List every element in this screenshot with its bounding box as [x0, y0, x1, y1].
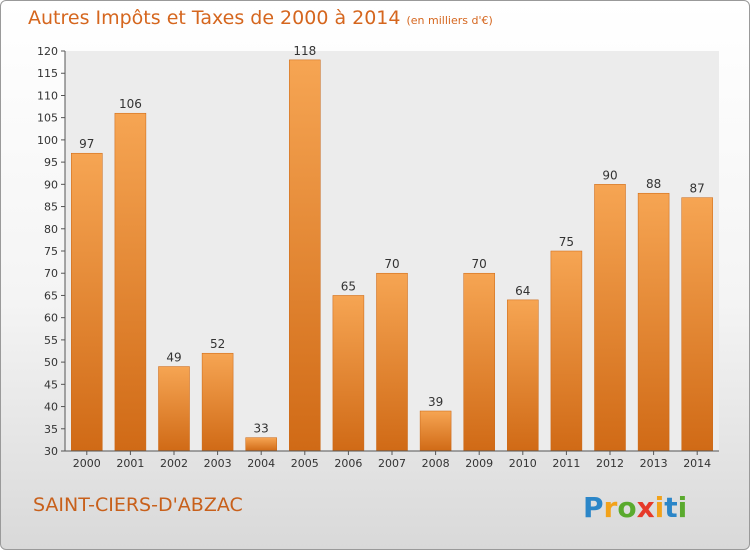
data-label: 75 — [559, 235, 574, 249]
data-label: 90 — [602, 168, 617, 182]
bar — [376, 272, 408, 452]
y-tick-label: 35 — [44, 423, 58, 436]
x-tick-label: 2007 — [378, 457, 406, 470]
y-tick-label: 110 — [37, 89, 58, 102]
data-label: 64 — [515, 284, 530, 298]
y-tick-label: 30 — [44, 445, 58, 458]
bar — [550, 250, 583, 452]
bars-group: 97 106 49 52 33 118 65 70 39 70 64 75 90 88 87 — [71, 44, 713, 452]
y-tick-label: 60 — [44, 312, 58, 325]
x-tick-label: 2001 — [116, 457, 144, 470]
data-label: 118 — [293, 44, 316, 58]
x-tick-label: 2014 — [683, 457, 711, 470]
bar — [419, 410, 452, 452]
data-label: 106 — [119, 97, 142, 111]
bar — [201, 352, 234, 452]
data-label: 70 — [472, 257, 487, 271]
chart-subtitle: (en milliers d'€) — [406, 14, 493, 27]
y-tick-label: 45 — [44, 378, 58, 391]
x-tick-label: 2011 — [552, 457, 580, 470]
y-axis: 30 35 40 45 50 55 60 65 70 75 80 85 90 95 100 105 110 115… — [37, 45, 66, 458]
y-tick-label: 95 — [44, 156, 58, 169]
x-tick-label: 2006 — [334, 457, 362, 470]
x-tick-label: 2003 — [204, 457, 232, 470]
x-axis: 2000 2001 2002 2003 2004 2005 2006 2007 2008 2009… — [65, 450, 719, 470]
x-tick-label: 2012 — [596, 457, 624, 470]
bar — [245, 437, 277, 452]
bar — [289, 59, 321, 452]
y-tick-label: 75 — [44, 245, 58, 258]
data-label: 88 — [646, 177, 661, 191]
bar — [637, 192, 670, 452]
bar — [594, 184, 626, 452]
bar — [507, 299, 539, 452]
title-text: Autres Impôts et Taxes de 2000 à 2014 — [28, 7, 401, 29]
data-label: 87 — [690, 182, 705, 196]
city-name: SAINT-CIERS-D'ABZAC — [33, 494, 243, 516]
bar — [681, 197, 713, 452]
x-tick-label: 2009 — [465, 457, 493, 470]
y-tick-label: 80 — [44, 223, 58, 236]
x-tick-label: 2004 — [247, 457, 275, 470]
x-tick-label: 2013 — [640, 457, 668, 470]
bar — [71, 152, 103, 452]
x-tick-label: 2010 — [509, 457, 537, 470]
y-tick-label: 55 — [44, 334, 58, 347]
y-tick-label: 40 — [44, 401, 58, 414]
x-tick-label: 2002 — [160, 457, 188, 470]
x-tick-label: 2008 — [422, 457, 450, 470]
data-label: 49 — [166, 351, 181, 365]
bar — [158, 366, 190, 452]
bar — [332, 295, 365, 452]
chart-title: Autres Impôts et Taxes de 2000 à 2014 (en… — [28, 7, 493, 29]
data-label: 33 — [254, 422, 269, 436]
bar — [463, 272, 495, 452]
y-tick-label: 105 — [37, 112, 58, 125]
y-tick-label: 100 — [37, 134, 58, 147]
y-tick-label: 120 — [37, 45, 58, 58]
data-label: 65 — [341, 279, 356, 293]
svg-text:Proxiti: Proxiti — [583, 491, 687, 524]
data-label: 52 — [210, 337, 225, 351]
data-label: 97 — [79, 137, 94, 151]
y-tick-label: 65 — [44, 289, 58, 302]
x-tick-label: 2005 — [291, 457, 319, 470]
proxiti-logo: Proxiti — [583, 491, 687, 524]
y-tick-label: 90 — [44, 178, 58, 191]
data-label: 70 — [384, 257, 399, 271]
bar — [114, 112, 147, 452]
x-tick-label: 2000 — [73, 457, 101, 470]
y-tick-label: 50 — [44, 356, 58, 369]
y-tick-label: 70 — [44, 267, 58, 280]
y-tick-label: 115 — [37, 67, 58, 80]
y-tick-label: 85 — [44, 201, 58, 214]
data-label: 39 — [428, 395, 443, 409]
